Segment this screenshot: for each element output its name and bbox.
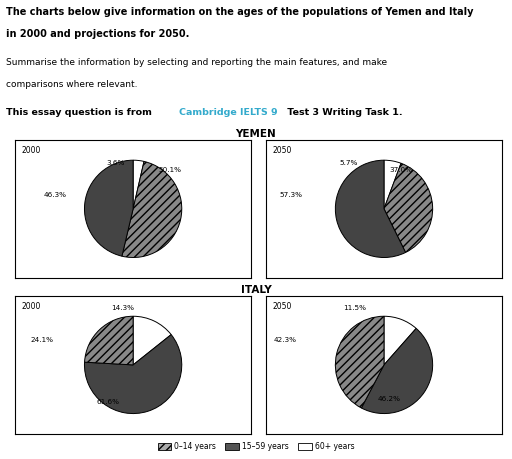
Text: Cambridge IELTS 9: Cambridge IELTS 9: [179, 108, 278, 117]
Text: 50.1%: 50.1%: [159, 167, 182, 173]
Wedge shape: [133, 316, 171, 365]
Wedge shape: [133, 160, 144, 209]
Text: 2050: 2050: [272, 302, 291, 311]
Wedge shape: [84, 335, 182, 414]
Text: 2050: 2050: [272, 146, 291, 155]
Text: Summarise the information by selecting and reporting the main features, and make: Summarise the information by selecting a…: [6, 57, 387, 67]
Text: comparisons where relevant.: comparisons where relevant.: [6, 79, 138, 89]
Wedge shape: [384, 316, 416, 365]
Wedge shape: [335, 316, 384, 408]
Wedge shape: [361, 328, 433, 414]
Text: 14.3%: 14.3%: [112, 304, 135, 311]
Text: 46.3%: 46.3%: [44, 192, 67, 198]
Text: 57.3%: 57.3%: [279, 192, 302, 198]
Text: ITALY: ITALY: [241, 285, 271, 295]
Wedge shape: [335, 160, 406, 257]
Legend: 0–14 years, 15–59 years, 60+ years: 0–14 years, 15–59 years, 60+ years: [155, 439, 357, 454]
Text: 5.7%: 5.7%: [339, 160, 357, 166]
Text: 2000: 2000: [21, 146, 40, 155]
Text: in 2000 and projections for 2050.: in 2000 and projections for 2050.: [6, 29, 189, 39]
Text: 46.2%: 46.2%: [378, 396, 400, 403]
Text: 2000: 2000: [21, 302, 40, 311]
Wedge shape: [84, 160, 133, 256]
Text: 24.1%: 24.1%: [31, 336, 54, 343]
Text: 3.6%: 3.6%: [106, 160, 124, 166]
Wedge shape: [384, 163, 433, 252]
Wedge shape: [384, 160, 401, 209]
Wedge shape: [122, 162, 182, 257]
Text: 37.0%: 37.0%: [389, 167, 412, 173]
Text: The charts below give information on the ages of the populations of Yemen and It: The charts below give information on the…: [6, 7, 474, 17]
Wedge shape: [84, 316, 133, 365]
Text: 11.5%: 11.5%: [343, 304, 366, 311]
Text: Test 3 Writing Task 1.: Test 3 Writing Task 1.: [284, 108, 402, 117]
Text: YEMEN: YEMEN: [236, 129, 276, 139]
Text: 42.3%: 42.3%: [274, 336, 297, 343]
Text: 61.6%: 61.6%: [96, 398, 119, 405]
Text: This essay question is from: This essay question is from: [6, 108, 155, 117]
